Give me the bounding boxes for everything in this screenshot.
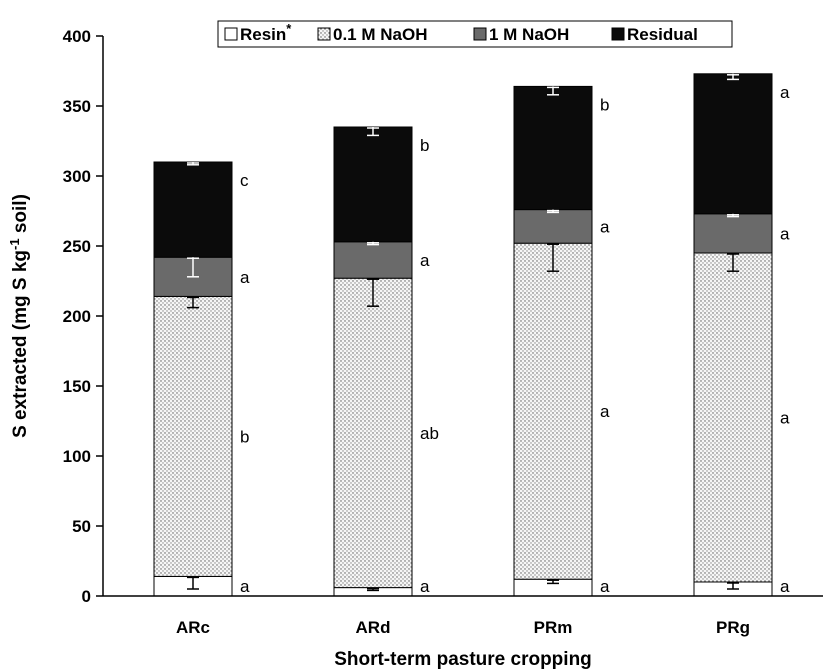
x-tick-label-PRg: PRg — [716, 618, 750, 637]
bar-segment-ARd-1 — [333, 277, 413, 589]
bar-segment-ARc-1 — [153, 295, 233, 577]
legend-label-1: 0.1 M NaOH — [333, 25, 427, 44]
bar-segment-PRg-1 — [693, 252, 773, 583]
error-bars-layer — [187, 73, 739, 592]
x-axis-label: Short-term pasture cropping — [334, 649, 592, 670]
y-tick-label: 150 — [63, 377, 91, 396]
legend-label-2: 1 M NaOH — [489, 25, 569, 44]
bar-segment-ARd-3 — [333, 126, 413, 243]
x-tick-label-ARc: ARc — [176, 618, 210, 637]
significance-letter: a — [240, 577, 250, 596]
x-tick-label-PRm: PRm — [534, 618, 573, 637]
significance-letter: a — [780, 83, 790, 102]
significance-letter: a — [600, 402, 610, 421]
significance-letter: a — [600, 577, 610, 596]
significance-letter: ab — [420, 424, 439, 443]
y-axis-label: S extracted (mg S kg-1 soil) — [7, 194, 32, 438]
y-tick-label: 50 — [72, 517, 91, 536]
significance-letter: c — [240, 171, 249, 190]
legend-swatch-3 — [611, 27, 625, 41]
bar-segment-PRg-3 — [693, 73, 773, 215]
significance-letter: a — [600, 217, 610, 236]
legend-swatch-2 — [473, 27, 487, 41]
bar-segment-ARc-3 — [153, 161, 233, 258]
y-tick-label: 250 — [63, 237, 91, 256]
y-tick-label: 350 — [63, 97, 91, 116]
legend-label-3: Residual — [627, 25, 698, 44]
bar-segment-PRm-2 — [513, 209, 593, 244]
legend-swatch-0 — [224, 27, 238, 41]
x-tick-label-ARd: ARd — [356, 618, 391, 637]
y-tick-label: 300 — [63, 167, 91, 186]
y-tick-label: 100 — [63, 447, 91, 466]
y-ticks: 0 50 100 150 200 250 300 350 400 — [63, 27, 103, 606]
bars-layer — [153, 73, 773, 597]
legend: Resin* 0.1 M NaOH 1 M NaOH Residual — [217, 20, 733, 48]
significance-letter: a — [780, 409, 790, 428]
bar-segment-PRg-2 — [693, 213, 773, 254]
significance-letter: a — [240, 268, 250, 287]
significance-letter: a — [420, 251, 430, 270]
significance-letter: b — [240, 427, 249, 446]
significance-letter: b — [600, 95, 609, 114]
significance-letter: a — [780, 224, 790, 243]
bar-segment-PRm-3 — [513, 85, 593, 211]
significance-letter: a — [780, 577, 790, 596]
legend-label-0: Resin* — [240, 21, 292, 45]
bar-segment-PRm-1 — [513, 242, 593, 580]
y-axis-label-superscript: -1 — [7, 238, 22, 250]
y-tick-label: 0 — [82, 587, 91, 606]
x-tick-labels: ARc ARd PRm PRg — [176, 618, 750, 637]
bar-segment-ARd-2 — [333, 241, 413, 279]
y-tick-label: 200 — [63, 307, 91, 326]
significance-letter: a — [420, 577, 430, 596]
legend-swatch-1 — [317, 27, 331, 41]
significance-letter: b — [420, 136, 429, 155]
y-tick-label: 400 — [63, 27, 91, 46]
